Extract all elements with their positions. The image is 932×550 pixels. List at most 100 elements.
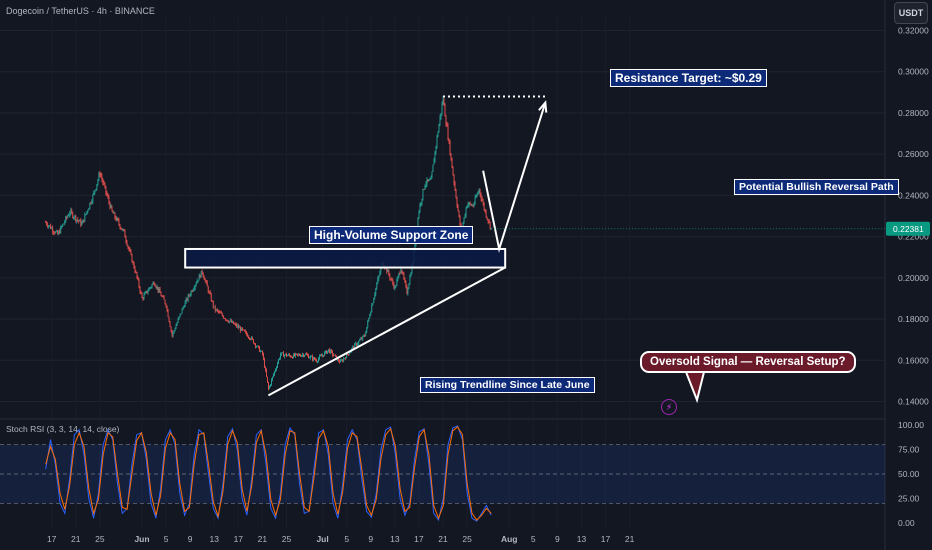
candle-body: [450, 154, 452, 158]
candle-body: [399, 273, 401, 274]
candle-body: [265, 367, 266, 370]
candle-body: [88, 208, 90, 211]
candle-body: [92, 194, 94, 202]
candle-body: [220, 313, 222, 314]
candle-body: [105, 186, 107, 193]
price-tick-label: 0.32000: [898, 25, 929, 35]
candle-body: [55, 231, 57, 234]
candle-body: [208, 291, 210, 293]
candle-body: [277, 363, 278, 368]
candle-body: [175, 325, 177, 329]
candle-body: [156, 286, 158, 288]
candle-body: [362, 335, 364, 340]
candle-body: [239, 327, 241, 331]
candle-body: [420, 203, 422, 205]
candle-body: [147, 290, 149, 293]
candle-body: [143, 294, 145, 299]
candle-body: [262, 351, 263, 355]
flash-icon[interactable]: ⚡: [661, 399, 677, 415]
candle-body: [52, 228, 54, 232]
candle-body: [421, 198, 423, 204]
candle-body: [400, 269, 402, 274]
candle-body: [69, 213, 71, 216]
candle-body: [119, 224, 121, 228]
candle-body: [405, 281, 407, 287]
candle-body: [200, 270, 202, 278]
currency-button[interactable]: USDT: [894, 2, 928, 24]
time-tick-label: 13: [577, 534, 587, 544]
time-tick-label: 25: [95, 534, 105, 544]
candle-body: [63, 223, 65, 225]
stoch-tick-label: 50.00: [898, 469, 920, 479]
stoch-tick-label: 0.00: [898, 518, 915, 528]
price-tick-label: 0.24000: [898, 190, 929, 200]
candle-body: [135, 271, 137, 273]
resistance-label[interactable]: Resistance Target: ~$0.29: [610, 69, 767, 87]
candle-body: [438, 124, 440, 133]
candle-body: [169, 321, 171, 327]
time-tick-label: 5: [531, 534, 536, 544]
candle-body: [74, 215, 76, 218]
support-zone-label[interactable]: High-Volume Support Zone: [309, 226, 474, 244]
last-price-tag: 0.22381: [491, 221, 930, 236]
candle-body: [366, 327, 368, 333]
candle-body: [85, 213, 87, 215]
candle-body: [331, 350, 333, 352]
candle-body: [140, 292, 142, 294]
candle-body: [185, 298, 187, 302]
candle-body: [322, 355, 323, 357]
candle-body: [316, 360, 317, 362]
candle-body: [352, 346, 354, 349]
oversold-label[interactable]: Oversold Signal — Reversal Setup?: [640, 351, 856, 373]
candle-body: [307, 354, 308, 356]
candle-body: [314, 357, 315, 360]
time-tick-label: 9: [188, 534, 193, 544]
candle-body: [109, 202, 111, 208]
candle-body: [224, 318, 226, 320]
candle-body: [299, 354, 300, 356]
candle-body: [130, 251, 132, 255]
time-tick-label: 13: [210, 534, 220, 544]
candle-body: [472, 205, 474, 207]
candle-body: [462, 222, 464, 229]
candle-body: [237, 325, 239, 328]
candle-body: [373, 298, 375, 304]
trendline-label[interactable]: Rising Trendline Since Late June: [420, 377, 595, 393]
candle-body: [267, 376, 268, 383]
candle-body: [279, 358, 280, 360]
candle-body: [349, 352, 351, 355]
candle-body: [155, 286, 157, 288]
candle-body: [442, 99, 444, 104]
candle-body: [325, 350, 327, 353]
candle-body: [396, 279, 398, 286]
candle-body: [231, 321, 233, 323]
candle-body: [285, 353, 286, 355]
candle-body: [228, 321, 230, 323]
time-tick-label: 21: [258, 534, 268, 544]
price-tick-label: 0.30000: [898, 67, 929, 77]
price-tick-label: 0.20000: [898, 273, 929, 283]
candle-body: [61, 226, 63, 228]
candle-body: [165, 303, 167, 307]
candle-body: [426, 179, 428, 185]
stoch-d-line: [45, 426, 492, 521]
bullish-path-label[interactable]: Potential Bullish Reversal Path: [734, 179, 899, 195]
candle-body: [320, 355, 321, 357]
stoch-k-line: [45, 425, 492, 522]
candle-body: [178, 316, 180, 319]
candle-body: [360, 338, 362, 341]
candle-body: [490, 227, 492, 229]
indicator-label[interactable]: Stoch RSI (3, 3, 14, 14, close): [6, 424, 120, 434]
candle-body: [125, 237, 127, 242]
candle-body: [301, 355, 302, 357]
candle-body: [158, 289, 160, 292]
candle-body: [275, 369, 276, 372]
candle-body: [341, 360, 343, 361]
candle-body: [174, 328, 176, 331]
candle-body: [439, 116, 441, 125]
candle-body: [139, 286, 141, 293]
candle-body: [459, 216, 461, 226]
candle-body: [394, 286, 396, 289]
time-tick-label: 17: [601, 534, 611, 544]
